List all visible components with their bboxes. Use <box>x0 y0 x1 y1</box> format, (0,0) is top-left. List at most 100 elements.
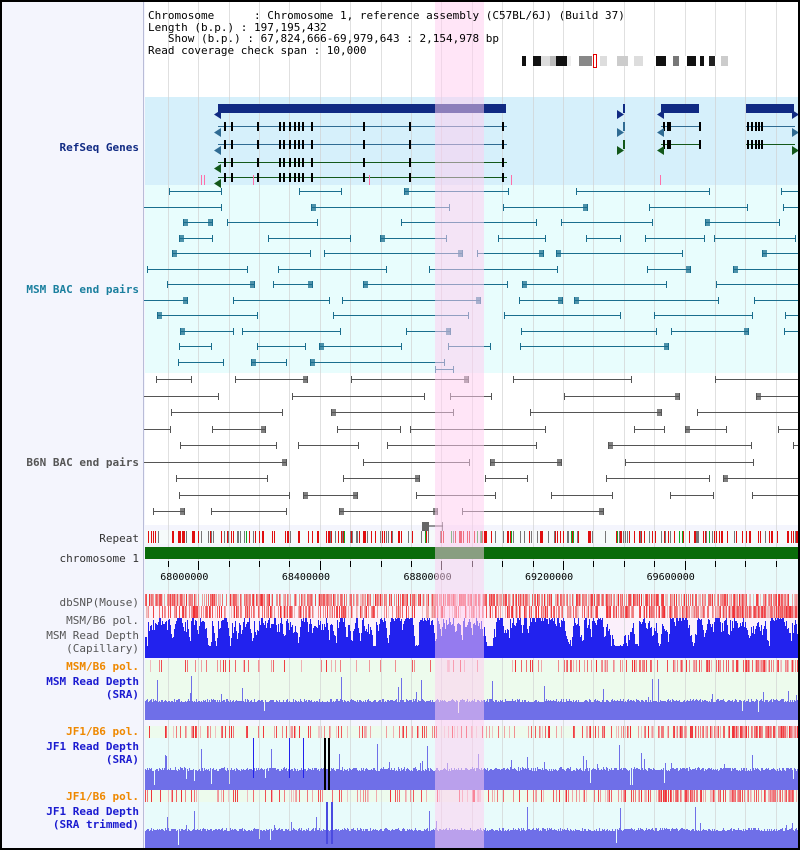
bac-end-pair[interactable] <box>606 474 710 483</box>
bac-end-pair[interactable] <box>401 218 537 227</box>
bac-end-pair[interactable] <box>331 408 454 417</box>
bac-end-pair[interactable] <box>645 234 705 243</box>
bac-end-pair[interactable] <box>716 280 798 289</box>
track-plane[interactable]: 68000000 68400000 68800000 69200000 69600000 <box>135 2 798 848</box>
bac-end-pair[interactable] <box>448 342 491 351</box>
bac-end-pair[interactable] <box>647 265 691 274</box>
bac-end-pair[interactable] <box>410 425 546 434</box>
bac-end-pair[interactable] <box>490 458 562 467</box>
bac-end-pair[interactable] <box>212 425 266 434</box>
bac-end-pair[interactable] <box>485 474 528 483</box>
bac-end-pair[interactable] <box>337 425 401 434</box>
bac-end-pair[interactable] <box>227 218 318 227</box>
bac-end-pair[interactable] <box>450 392 492 401</box>
bac-end-pair[interactable] <box>564 392 680 401</box>
bac-end-pair[interactable] <box>333 311 469 320</box>
bac-end-pair[interactable] <box>310 358 445 367</box>
bac-end-pair[interactable] <box>556 249 683 258</box>
bac-end-pair[interactable] <box>273 280 313 289</box>
bac-end-pair[interactable] <box>513 375 632 384</box>
bac-end-pair[interactable] <box>180 441 277 450</box>
bac-end-pair[interactable] <box>178 358 224 367</box>
bac-end-pair[interactable] <box>171 408 283 417</box>
bac-end-pair[interactable] <box>176 474 268 483</box>
bac-end-pair[interactable] <box>462 507 604 516</box>
gene-model[interactable] <box>742 104 798 119</box>
gene-model[interactable] <box>742 122 798 137</box>
bac-end-pair[interactable] <box>153 507 185 516</box>
bac-end-pair[interactable] <box>179 234 213 243</box>
bac-end-pair[interactable] <box>342 296 481 305</box>
gene-model[interactable] <box>657 104 704 119</box>
bac-end-pair[interactable] <box>299 187 342 196</box>
bac-end-pair[interactable] <box>343 474 420 483</box>
bac-end-pair[interactable] <box>180 327 234 336</box>
bac-end-pair[interactable] <box>608 441 752 450</box>
chromosome-bar[interactable] <box>145 547 798 559</box>
bac-end-pair[interactable] <box>625 458 754 467</box>
bac-end-pair[interactable] <box>781 187 798 196</box>
bac-end-pair[interactable] <box>179 491 290 500</box>
gene-model[interactable] <box>214 140 511 155</box>
bac-end-pair[interactable] <box>715 375 798 384</box>
bac-end-pair[interactable] <box>251 358 287 367</box>
bac-end-pair[interactable] <box>404 187 509 196</box>
bac-end-pair[interactable] <box>784 327 798 336</box>
bac-end-pair[interactable] <box>303 491 358 500</box>
bac-end-pair[interactable] <box>634 425 665 434</box>
gene-model[interactable] <box>617 104 626 119</box>
bac-end-pair[interactable] <box>733 265 798 274</box>
bac-end-pair[interactable] <box>242 327 341 336</box>
bac-end-pair[interactable] <box>762 249 798 258</box>
bac-end-pair[interactable] <box>685 425 727 434</box>
bac-end-pair[interactable] <box>752 491 798 500</box>
bac-end-pair[interactable] <box>778 425 798 434</box>
bac-end-pair[interactable] <box>156 375 192 384</box>
bac-end-pair[interactable] <box>169 187 222 196</box>
bac-end-pair[interactable] <box>278 265 387 274</box>
gene-model[interactable] <box>214 122 511 137</box>
bac-end-pair[interactable] <box>339 507 438 516</box>
bac-end-pair[interactable] <box>138 458 287 467</box>
bac-end-pair[interactable] <box>519 296 563 305</box>
gene-model[interactable] <box>617 140 626 155</box>
bac-end-pair[interactable] <box>142 392 219 401</box>
bac-end-pair[interactable] <box>235 375 308 384</box>
bac-end-pair[interactable] <box>670 491 714 500</box>
bac-end-pair[interactable] <box>671 327 749 336</box>
bac-end-pair[interactable] <box>793 441 798 450</box>
bac-end-pair[interactable] <box>380 234 447 243</box>
bac-end-pair[interactable] <box>257 342 306 351</box>
bac-end-pair[interactable] <box>723 474 798 483</box>
bac-end-pair[interactable] <box>756 392 798 401</box>
bac-end-pair[interactable] <box>363 280 508 289</box>
bac-end-pair[interactable] <box>406 327 451 336</box>
chromosome-1-ideogram[interactable] <box>522 54 734 68</box>
bac-end-pair[interactable] <box>211 507 287 516</box>
bac-end-pair[interactable] <box>654 311 753 320</box>
bac-end-pair[interactable] <box>586 234 621 243</box>
gene-model[interactable] <box>657 122 704 137</box>
bac-end-pair[interactable] <box>179 342 212 351</box>
bac-end-pair[interactable] <box>551 491 613 500</box>
bac-end-pair[interactable] <box>363 458 470 467</box>
bac-end-pair[interactable] <box>477 249 544 258</box>
bac-end-pair[interactable] <box>351 375 469 384</box>
bac-end-pair[interactable] <box>167 280 255 289</box>
bac-end-pair[interactable] <box>416 491 496 500</box>
gene-model[interactable] <box>214 104 511 119</box>
bac-end-pair[interactable] <box>292 392 425 401</box>
bac-end-pair[interactable] <box>503 203 588 212</box>
bac-end-pair[interactable] <box>714 234 796 243</box>
bac-end-pair[interactable] <box>522 280 667 289</box>
bac-end-pair[interactable] <box>498 234 546 243</box>
bac-end-pair[interactable] <box>530 408 662 417</box>
bac-end-pair[interactable] <box>520 342 669 351</box>
selection-bracket[interactable] <box>421 516 444 531</box>
bac-end-pair[interactable] <box>135 203 222 212</box>
bac-end-pair[interactable] <box>697 408 798 417</box>
bac-end-pair[interactable] <box>387 441 537 450</box>
bac-end-pair[interactable] <box>157 311 258 320</box>
bac-end-pair[interactable] <box>574 296 719 305</box>
bac-end-pair[interactable] <box>754 296 798 305</box>
